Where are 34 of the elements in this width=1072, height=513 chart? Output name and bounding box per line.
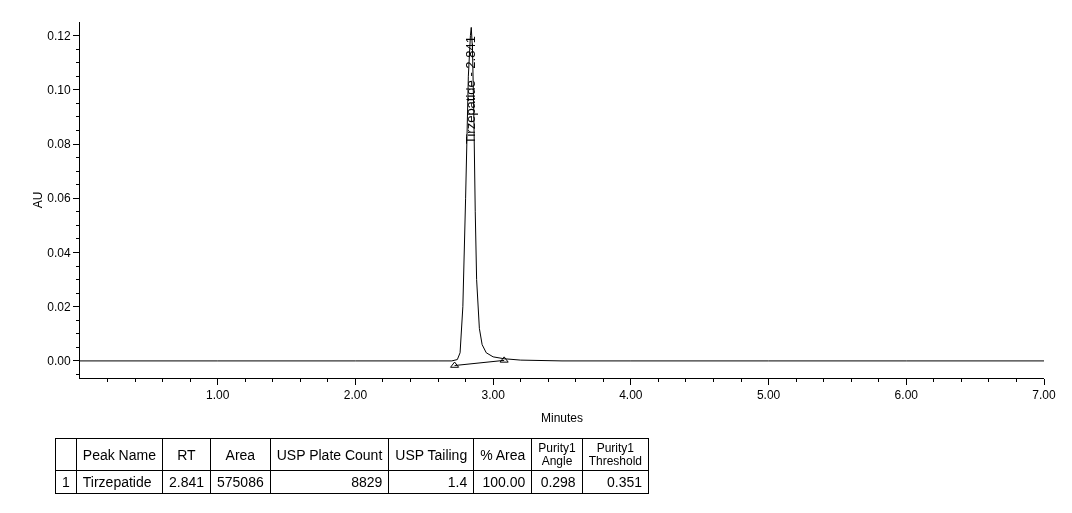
y-axis-title: AU xyxy=(31,191,46,209)
category-label: USP Tailing xyxy=(388,438,474,471)
x-tick-label: 4.00 xyxy=(619,388,643,403)
category-label: Purity1 Angle xyxy=(531,438,583,471)
x-tick-label: 1.00 xyxy=(206,388,230,403)
text: 1 xyxy=(55,470,77,494)
text: 1.4 xyxy=(388,470,474,494)
category-label: USP Plate Count xyxy=(270,438,389,471)
text: 8829 xyxy=(270,470,389,494)
text: Tirzepatide xyxy=(76,470,163,494)
category-label: % Area xyxy=(473,438,532,471)
y-tick-label: 0.10 xyxy=(47,82,71,97)
category-label: Peak Name xyxy=(76,438,163,471)
x-tick-label: 3.00 xyxy=(481,388,506,403)
y-tick-label: 0.06 xyxy=(47,191,71,206)
x-tick-label: 7.00 xyxy=(1032,388,1056,403)
y-tick-label: 0.12 xyxy=(47,28,71,43)
category-label: Purity1 Threshold xyxy=(582,438,649,471)
y-tick-label: 0.08 xyxy=(47,137,71,152)
y-tick-label: 0.02 xyxy=(47,299,71,314)
x-tick-label: 2.00 xyxy=(343,388,368,403)
annotation: Tirzepatide - 2.841 xyxy=(463,36,479,145)
x-tick-label: 5.00 xyxy=(756,388,781,403)
x-tick-label: 6.00 xyxy=(894,388,919,403)
x-axis-title: Minutes xyxy=(540,411,584,425)
category-label: RT xyxy=(162,438,211,471)
text: 2.841 xyxy=(162,470,211,494)
category-label: Area xyxy=(210,438,271,471)
y-tick-label: 0.00 xyxy=(47,354,71,369)
text: 575086 xyxy=(210,470,271,494)
text: 100.00 xyxy=(473,470,532,494)
text: 0.351 xyxy=(582,470,649,494)
y-tick-label: 0.04 xyxy=(47,245,71,260)
text: 0.298 xyxy=(531,470,583,494)
